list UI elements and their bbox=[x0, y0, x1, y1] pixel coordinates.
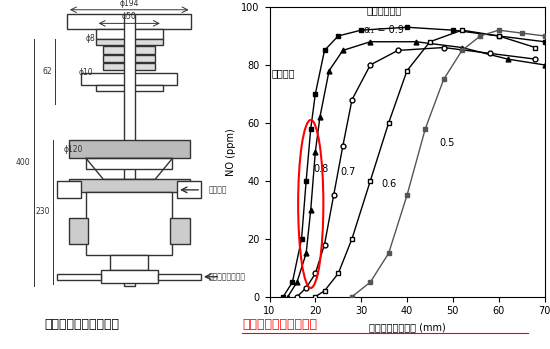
Text: 62: 62 bbox=[42, 67, 52, 76]
Text: ϕ50: ϕ50 bbox=[122, 12, 136, 21]
Bar bbox=[86, 192, 172, 255]
Text: ϕ120: ϕ120 bbox=[64, 144, 83, 154]
Text: 燃气和空气混合物: 燃气和空气混合物 bbox=[208, 272, 246, 281]
Text: 0.8: 0.8 bbox=[313, 164, 328, 174]
Text: 二次空气: 二次空气 bbox=[208, 185, 227, 194]
Text: 0.5: 0.5 bbox=[439, 138, 454, 148]
Text: ϕ10: ϕ10 bbox=[78, 68, 93, 77]
Bar bbox=[69, 140, 190, 158]
Text: 内焰位置: 内焰位置 bbox=[272, 68, 295, 79]
Bar bbox=[177, 181, 201, 198]
Bar bbox=[124, 14, 135, 286]
Bar bbox=[96, 39, 163, 45]
Text: 低氮燃烧器设计要点：: 低氮燃烧器设计要点： bbox=[44, 318, 119, 331]
Bar bbox=[101, 270, 158, 283]
Bar bbox=[57, 274, 101, 280]
Bar bbox=[96, 29, 163, 39]
Bar bbox=[103, 46, 155, 54]
Bar bbox=[110, 255, 148, 270]
Bar bbox=[57, 181, 81, 198]
Bar bbox=[67, 14, 191, 29]
Y-axis label: NO (ppm): NO (ppm) bbox=[226, 128, 236, 176]
Bar bbox=[170, 218, 190, 244]
Text: 0.7: 0.7 bbox=[340, 167, 356, 177]
Bar bbox=[103, 63, 155, 70]
Text: 一次空气系数: 一次空气系数 bbox=[366, 5, 402, 15]
Bar bbox=[69, 179, 190, 192]
Bar bbox=[81, 73, 177, 85]
Text: ϕ194: ϕ194 bbox=[119, 0, 139, 8]
Text: ϕ8: ϕ8 bbox=[86, 34, 96, 43]
Bar bbox=[158, 274, 201, 280]
Bar bbox=[103, 55, 155, 62]
Text: 0.6: 0.6 bbox=[382, 179, 397, 188]
X-axis label: 离喷嘴出口的距离 (mm): 离喷嘴出口的距离 (mm) bbox=[368, 322, 446, 332]
Bar bbox=[96, 85, 163, 91]
Bar bbox=[86, 158, 172, 169]
Bar bbox=[69, 218, 88, 244]
Text: α₁ = 0.9: α₁ = 0.9 bbox=[364, 25, 404, 35]
Text: 230: 230 bbox=[35, 207, 50, 216]
Text: 400: 400 bbox=[16, 158, 31, 167]
Text: 降低火焰的局部高温区: 降低火焰的局部高温区 bbox=[242, 318, 317, 331]
